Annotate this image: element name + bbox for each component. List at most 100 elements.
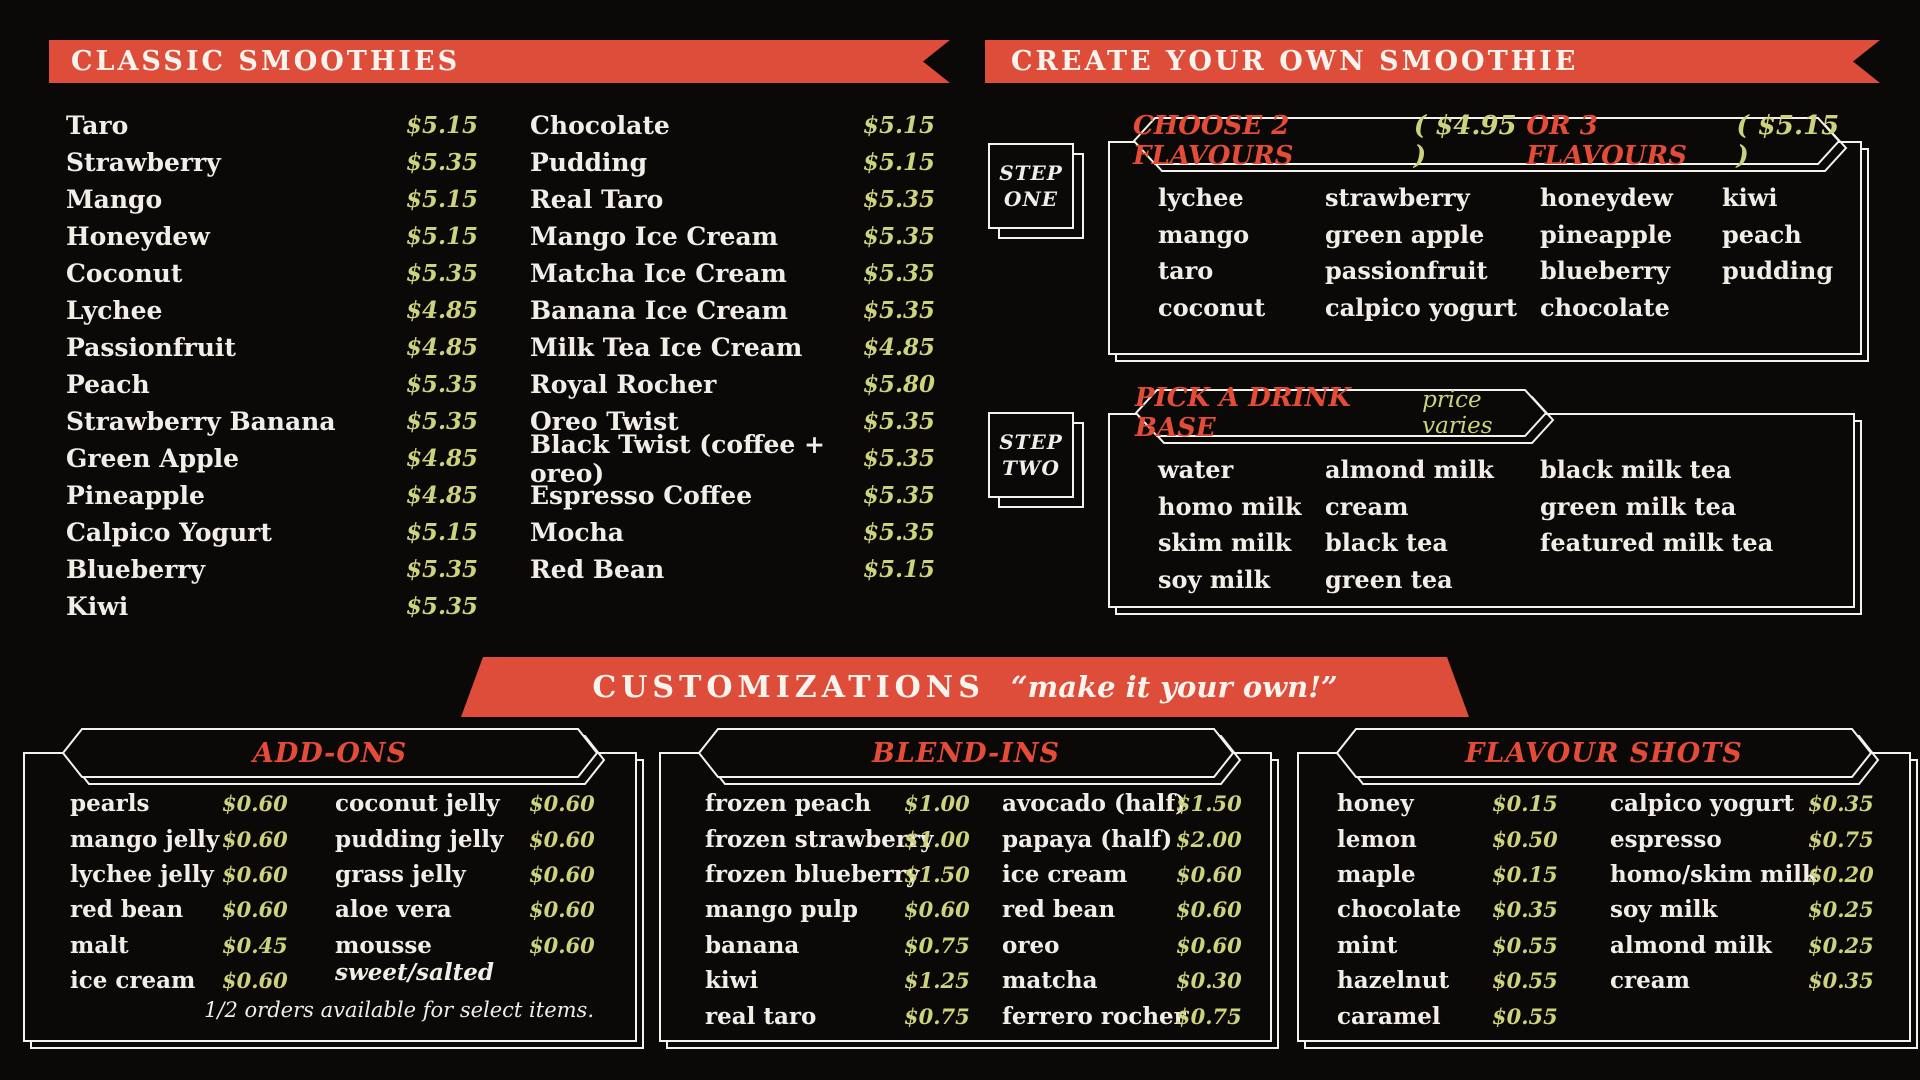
base-option: black milk tea xyxy=(1540,455,1732,484)
item-name: malt xyxy=(70,931,129,959)
addons-column-2: coconut jelly $0.60 pudding jelly $0.60 … xyxy=(335,786,595,990)
item-name: oreo xyxy=(1002,931,1060,959)
flavour-option: mango xyxy=(1158,219,1250,249)
item-name: Oreo Twist xyxy=(530,407,679,436)
item-price: $5.80 xyxy=(862,371,935,398)
menu-item-row: Pudding $5.15 xyxy=(530,144,935,181)
item-price: $0.60 xyxy=(1176,932,1242,958)
flavour-column-2: strawberry green apple passionfruit calpico… xyxy=(1325,180,1517,326)
menu-item-row: Oreo Twist $5.35 xyxy=(530,403,935,440)
item-name: kiwi xyxy=(705,967,759,995)
addons-title: ADD-ONS xyxy=(252,737,408,769)
addons-tab: ADD-ONS xyxy=(62,728,598,778)
item-price: $0.55 xyxy=(1492,1003,1558,1029)
addons-footnote: 1/2 orders available for select items. xyxy=(204,998,594,1022)
menu-item-row: soy milk $0.25 xyxy=(1610,892,1874,927)
classic-smoothies-column-2: Chocolate $5.15 Pudding $5.15 Real Taro … xyxy=(530,107,935,588)
item-price: $5.35 xyxy=(405,371,478,398)
step-two-label-line2: TWO xyxy=(1002,456,1060,480)
step-one-label-line1: STEP xyxy=(999,161,1063,185)
base-option: cream xyxy=(1325,491,1409,521)
item-name: Chocolate xyxy=(530,111,670,140)
item-price: $0.60 xyxy=(529,897,595,923)
menu-item-row: frozen blueberry $1.50 xyxy=(705,857,970,892)
item-price: $0.35 xyxy=(1808,968,1874,994)
step-two-header-outline xyxy=(1135,389,1555,444)
item-price: $1.50 xyxy=(904,861,970,887)
menu-item-row: oreo $0.60 xyxy=(1002,928,1242,963)
flavour-option: calpico yogurt xyxy=(1325,292,1518,322)
menu-item-row: ice cream $0.60 xyxy=(70,963,288,998)
flavour-option: coconut xyxy=(1158,292,1266,322)
item-price: $1.00 xyxy=(904,826,970,852)
menu-item-row: Milk Tea Ice Cream $4.85 xyxy=(530,329,935,366)
item-price: $5.35 xyxy=(862,445,935,472)
item-price: $5.35 xyxy=(405,556,478,583)
step-two-header: PICK A DRINK BASE price varies xyxy=(1135,383,1547,443)
item-name: Kiwi xyxy=(66,592,129,621)
item-price: $5.15 xyxy=(862,112,935,139)
item-name: coconut jelly xyxy=(335,790,500,818)
menu-item-row: Blueberry $5.35 xyxy=(66,551,478,588)
item-price: $0.75 xyxy=(904,932,970,958)
item-name: mousse xyxy=(335,931,432,959)
blendins-box xyxy=(659,752,1272,1042)
item-price: $0.60 xyxy=(222,897,288,923)
item-name: Royal Rocher xyxy=(530,370,717,399)
item-price: $5.35 xyxy=(405,149,478,176)
item-price: $0.75 xyxy=(1808,826,1874,852)
menu-item-row: Green Apple $4.85 xyxy=(66,440,478,477)
step-one-header-outline xyxy=(1133,117,1848,172)
item-name: Coconut xyxy=(66,259,183,288)
item-name: Milk Tea Ice Cream xyxy=(530,333,803,362)
classic-smoothies-banner: CLASSIC SMOOTHIES xyxy=(49,40,950,83)
item-price: $5.35 xyxy=(862,482,935,509)
menu-item-row: homo/skim milk $0.20 xyxy=(1610,857,1874,892)
flavour-option: chocolate xyxy=(1540,292,1670,322)
menu-item-row: Kiwi $5.35 xyxy=(66,588,478,625)
blendins-column-1: frozen peach $1.00 frozen strawberry $1.… xyxy=(705,786,970,1034)
menu-item-row: Coconut $5.35 xyxy=(66,255,478,292)
item-price: $0.60 xyxy=(222,791,288,817)
menu-item-row: Black Twist (coffee + oreo) $5.35 xyxy=(530,430,935,488)
menu-item-row: pudding jelly $0.60 xyxy=(335,821,595,856)
item-name: sweet/salted xyxy=(335,959,494,987)
flavour-option: pudding xyxy=(1722,256,1834,285)
item-price: $0.60 xyxy=(529,826,595,852)
base-option: featured milk tea xyxy=(1540,528,1774,557)
item-price: $0.60 xyxy=(1176,897,1242,923)
customizations-banner: CUSTOMIZATIONS “make it your own!” xyxy=(461,657,1469,717)
classic-smoothies-column-1: Taro $5.15 Strawberry $5.35 Mango $5.15 … xyxy=(66,107,478,625)
item-name: frozen strawberry xyxy=(705,825,934,853)
item-name: red bean xyxy=(1002,896,1116,924)
blendins-column-2: avocado (half) $1.50 papaya (half) $2.00… xyxy=(1002,786,1242,1034)
addons-tab-outline xyxy=(62,728,606,785)
customizations-tagline: “make it your own!” xyxy=(1010,670,1338,704)
item-price: $5.35 xyxy=(862,186,935,213)
step-two-box xyxy=(1108,413,1855,608)
menu-item-row: Espresso Coffee $5.35 xyxy=(530,477,935,514)
item-name: real taro xyxy=(705,1002,817,1030)
item-name: Red Bean xyxy=(530,555,665,584)
base-option: skim milk xyxy=(1158,528,1292,557)
item-price: $0.60 xyxy=(222,968,288,994)
base-option: water xyxy=(1158,455,1234,484)
flavour-column-1: lychee mango taro coconut xyxy=(1158,180,1265,326)
menu-item-row: cream $0.35 xyxy=(1610,963,1874,998)
menu-item-row: Red Bean $5.15 xyxy=(530,551,935,588)
item-price: $0.60 xyxy=(529,932,595,958)
item-name: Calpico Yogurt xyxy=(66,518,272,547)
item-name: ferrero rocher xyxy=(1002,1002,1186,1030)
menu-item-row: mango pulp $0.60 xyxy=(705,892,970,927)
menu-item-row: caramel $0.55 xyxy=(1337,998,1558,1033)
step-one-card: STEP ONE xyxy=(988,143,1074,229)
flavour-column-3: honeydew pineapple blueberry chocolate xyxy=(1540,180,1673,326)
item-price: $0.60 xyxy=(1176,861,1242,887)
flavourshots-tab-outline xyxy=(1336,728,1880,785)
item-name: hazelnut xyxy=(1337,967,1450,995)
base-option: almond milk xyxy=(1325,455,1494,484)
blendins-tab-outline xyxy=(698,728,1242,785)
menu-item-row: Peach $5.35 xyxy=(66,366,478,403)
menu-item-row: papaya (half) $2.00 xyxy=(1002,821,1242,856)
